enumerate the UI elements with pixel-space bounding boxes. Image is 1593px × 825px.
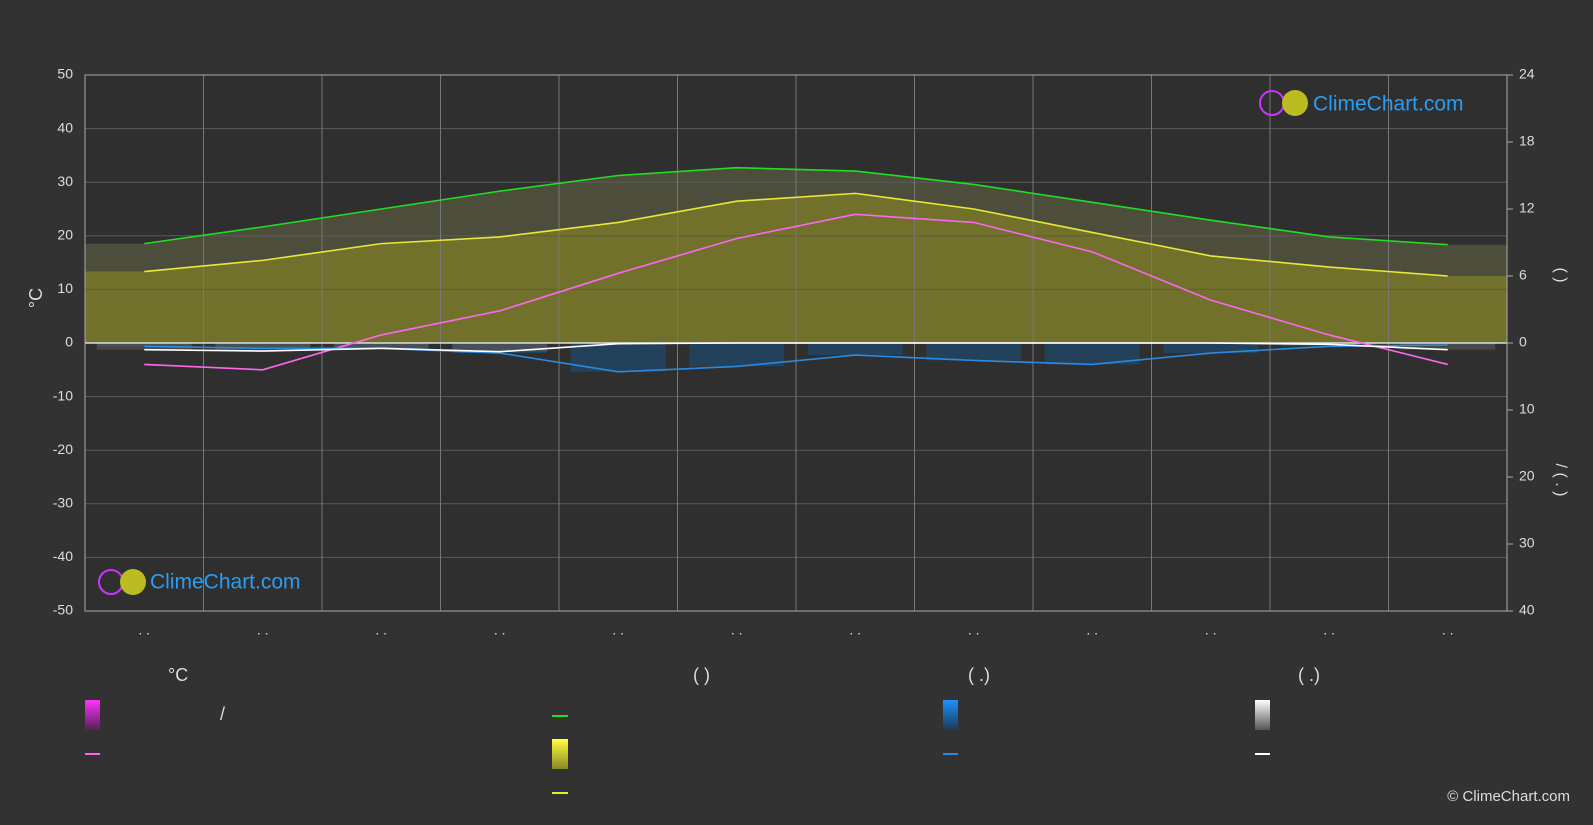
precip-bar: [1400, 343, 1496, 350]
legend-header: ( .): [1298, 665, 1320, 685]
series-line: [144, 192, 1448, 277]
plot-area: [84, 74, 1508, 612]
y2-tick-label: 24: [1519, 66, 1535, 82]
legend-header: ( .): [968, 665, 990, 685]
precip-bar: [689, 343, 785, 367]
y2-tick-label: 6: [1519, 267, 1527, 283]
x-tick-label: . .: [612, 622, 624, 638]
logo-text: ClimeChart.com: [150, 571, 301, 594]
x-tick-label: . .: [1205, 622, 1217, 638]
x-tick-label: . .: [1323, 622, 1335, 638]
legend-header: ( ): [693, 665, 710, 685]
y2-axis-title: ( ): [1552, 267, 1569, 282]
x-tick-label: . .: [731, 622, 743, 638]
legend-swatch: [943, 700, 958, 730]
copyright: © ClimeChart.com: [1447, 788, 1570, 805]
y3-tick-label: 20: [1519, 468, 1535, 484]
y3-tick-label: 40: [1519, 602, 1535, 618]
precip-bar: [333, 343, 429, 349]
logo-top: ClimeChart.com: [1259, 90, 1464, 116]
y-tick-label: 20: [57, 227, 73, 243]
legend-swatch: [552, 739, 568, 769]
y3-axis-title: / ( . ): [1552, 464, 1569, 497]
x-tick-label: . .: [257, 622, 269, 638]
y2-tick-label: 18: [1519, 133, 1535, 149]
y-tick-label: 30: [57, 173, 73, 189]
y-tick-label: 40: [57, 119, 73, 135]
y-tick-label: -40: [53, 548, 73, 564]
precip-bar: [452, 343, 548, 352]
y3-tick-label: 10: [1519, 401, 1535, 417]
x-tick-label: . .: [375, 622, 387, 638]
x-tick-label: . .: [138, 622, 150, 638]
precip-bar: [807, 343, 903, 356]
legend-swatch: [1255, 700, 1270, 730]
logo-text: ClimeChart.com: [1313, 93, 1464, 116]
series-line: [144, 166, 1448, 246]
y-axis-title: °C: [26, 288, 46, 308]
precip-bar: [215, 343, 311, 352]
precip-bar: [570, 343, 666, 372]
precip-bar: [1163, 343, 1259, 354]
y-tick-label: -10: [53, 387, 73, 403]
y-tick-label: -50: [53, 602, 73, 618]
y-tick-label: 0: [65, 334, 73, 350]
y-tick-label: -30: [53, 495, 73, 511]
precip-bar: [1044, 343, 1140, 365]
y2-tick-label: 0: [1519, 334, 1527, 350]
legend-text: /: [220, 704, 225, 724]
legend-header: °C: [168, 665, 188, 685]
y2-tick-label: 12: [1519, 200, 1535, 216]
y-tick-label: -20: [53, 441, 73, 457]
y-tick-label: 10: [57, 280, 73, 296]
x-tick-label: . .: [1086, 622, 1098, 638]
precip-bar: [926, 343, 1022, 361]
legend-swatch: [85, 700, 100, 730]
x-tick-label: . .: [968, 622, 980, 638]
series-line: [144, 342, 1448, 353]
logo-bottom: ClimeChart.com: [98, 569, 301, 595]
x-tick-label: . .: [849, 622, 861, 638]
series-line: [144, 213, 1448, 371]
y3-tick-label: 30: [1519, 535, 1535, 551]
y-tick-label: 50: [57, 66, 73, 82]
x-tick-label: . .: [1442, 622, 1454, 638]
x-tick-label: . .: [494, 622, 506, 638]
